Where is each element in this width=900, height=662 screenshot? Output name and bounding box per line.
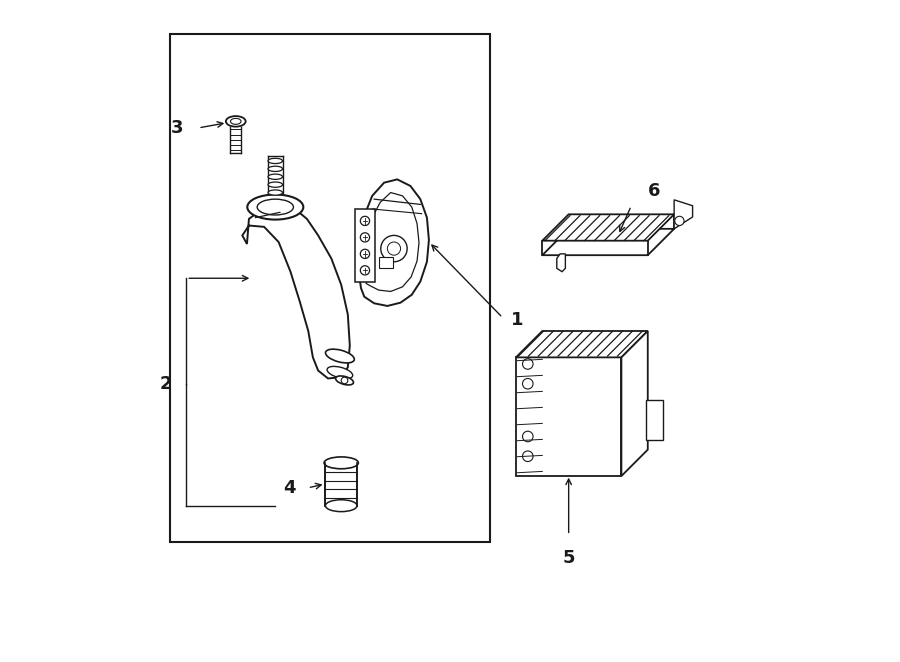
- Circle shape: [341, 377, 347, 384]
- Text: 2: 2: [159, 375, 172, 393]
- Bar: [170, 34, 490, 542]
- Polygon shape: [543, 214, 674, 241]
- Ellipse shape: [248, 195, 303, 220]
- Circle shape: [523, 431, 533, 442]
- Circle shape: [387, 242, 400, 255]
- Polygon shape: [242, 205, 350, 379]
- Circle shape: [523, 359, 533, 369]
- Circle shape: [360, 216, 370, 226]
- Circle shape: [360, 233, 370, 242]
- Ellipse shape: [336, 376, 354, 385]
- Ellipse shape: [268, 158, 283, 164]
- Polygon shape: [621, 331, 648, 476]
- Circle shape: [360, 250, 370, 258]
- Bar: [326, 463, 357, 506]
- Text: 3: 3: [171, 119, 184, 137]
- Circle shape: [675, 216, 684, 226]
- Circle shape: [523, 451, 533, 461]
- Polygon shape: [674, 200, 693, 229]
- Circle shape: [381, 236, 407, 261]
- Polygon shape: [357, 179, 429, 306]
- Ellipse shape: [268, 190, 283, 195]
- Ellipse shape: [230, 118, 241, 124]
- FancyBboxPatch shape: [356, 209, 374, 281]
- Ellipse shape: [257, 199, 293, 215]
- Ellipse shape: [226, 116, 246, 126]
- Ellipse shape: [326, 349, 355, 363]
- Ellipse shape: [324, 457, 358, 469]
- Circle shape: [360, 265, 370, 275]
- Circle shape: [523, 379, 533, 389]
- Polygon shape: [557, 254, 565, 271]
- Bar: [379, 256, 393, 268]
- Polygon shape: [543, 229, 674, 255]
- Text: 4: 4: [284, 479, 296, 497]
- Text: 6: 6: [648, 182, 661, 200]
- Polygon shape: [516, 357, 621, 476]
- Text: 1: 1: [510, 311, 523, 330]
- Ellipse shape: [268, 182, 283, 187]
- Ellipse shape: [268, 174, 283, 179]
- Ellipse shape: [327, 366, 353, 379]
- Ellipse shape: [326, 500, 357, 512]
- Bar: [646, 401, 663, 440]
- Polygon shape: [516, 331, 648, 357]
- Ellipse shape: [268, 166, 283, 171]
- Text: 5: 5: [562, 549, 575, 567]
